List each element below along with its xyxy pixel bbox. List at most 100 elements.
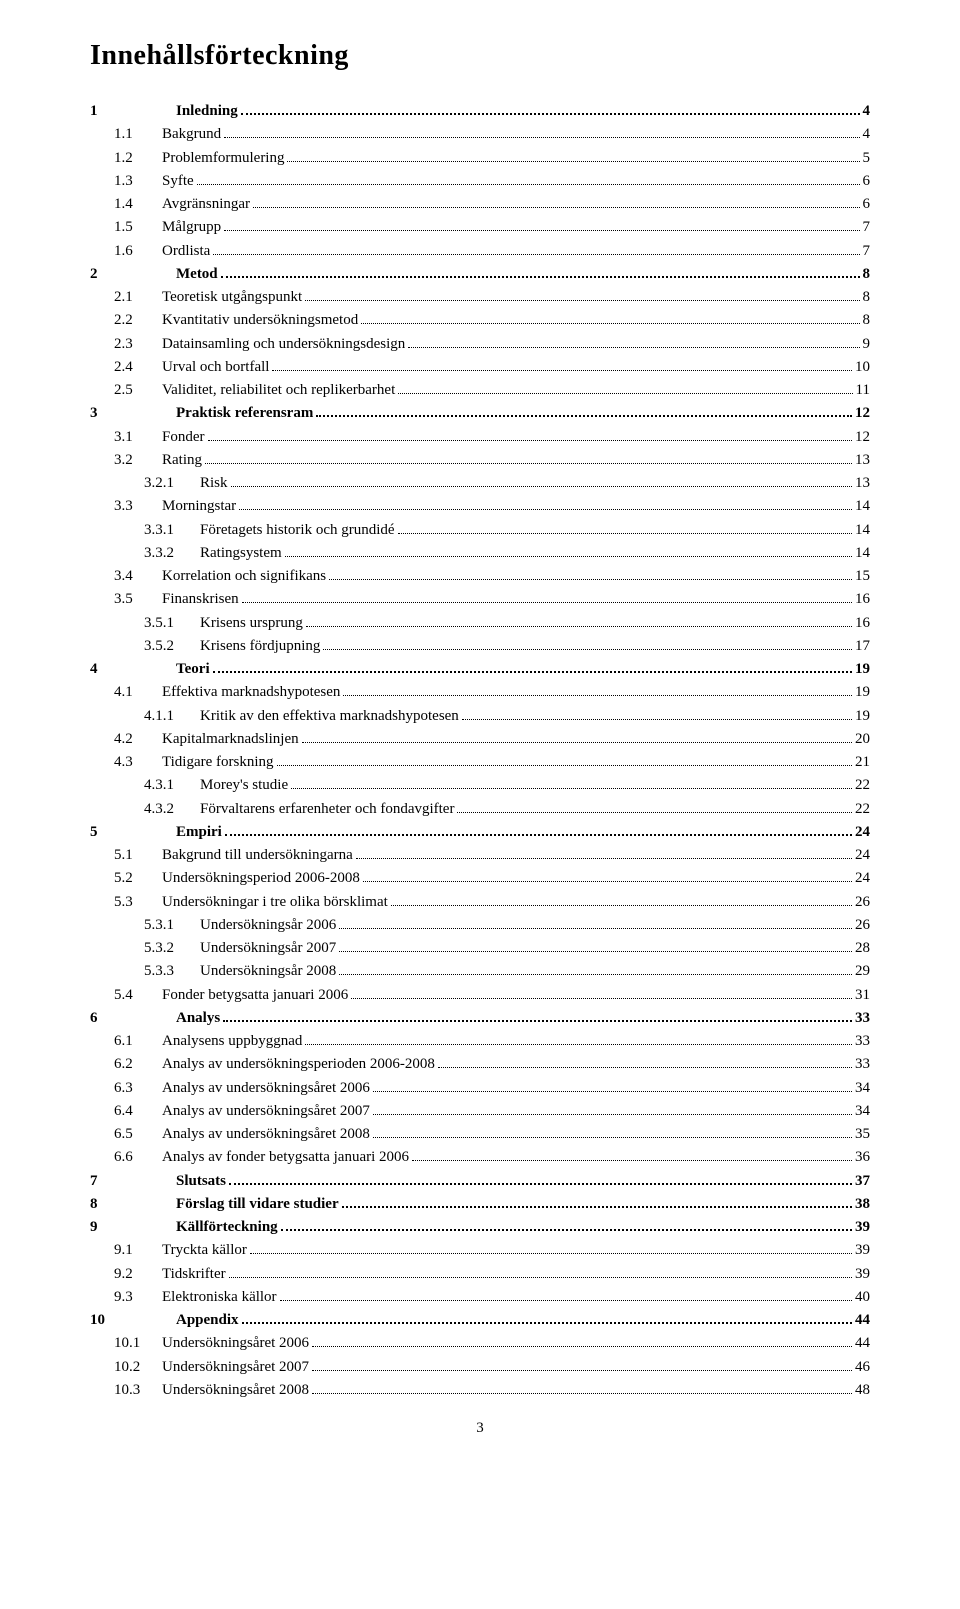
toc-entry-label: 1.2Problemformulering [114, 147, 284, 170]
toc-entry-page: 4 [863, 100, 871, 123]
toc-entry-number: 1.6 [114, 240, 162, 263]
toc-entry-label: 3.2.1Risk [144, 472, 228, 495]
toc-entry-page: 29 [855, 960, 870, 983]
toc-entry-label: 5.4Fonder betygsatta januari 2006 [114, 984, 348, 1007]
toc-entry-label: 3.1Fonder [114, 426, 205, 449]
toc-entry-text: Förvaltarens erfarenheter och fondavgift… [200, 801, 454, 817]
toc-entry-text: Undersökningsåret 2006 [162, 1335, 309, 1351]
toc-entry-label: 6.2Analys av undersökningsperioden 2006-… [114, 1053, 435, 1076]
toc-entry: 5.2Undersökningsperiod 2006-200824 [90, 867, 870, 890]
toc-entry-label: 2.4Urval och bortfall [114, 356, 269, 379]
toc-entry-label: 4.3.2Förvaltarens erfarenheter och fonda… [144, 798, 454, 821]
toc-entry-number: 2.3 [114, 333, 162, 356]
toc-entry-label: 1Inledning [90, 100, 238, 123]
toc-entry-page: 19 [855, 658, 870, 681]
toc-entry: 4.1Effektiva marknadshypotesen19 [90, 681, 870, 704]
toc-leader-dots [373, 1137, 852, 1138]
toc-leader-dots [339, 974, 852, 975]
toc-entry-label: 5.3.3Undersökningsår 2008 [144, 960, 336, 983]
toc-entry-page: 6 [863, 193, 871, 216]
toc-leader-dots [356, 858, 852, 859]
toc-entry-text: Teoretisk utgångspunkt [162, 289, 302, 305]
toc-entry-text: Analys av fonder betygsatta januari 2006 [162, 1149, 409, 1165]
toc-entry-page: 8 [863, 263, 871, 286]
toc-entry-number: 1.5 [114, 216, 162, 239]
toc-entry: 1.1Bakgrund4 [90, 123, 870, 146]
toc-leader-dots [213, 254, 859, 255]
toc-entry-number: 5.3.3 [144, 960, 200, 983]
toc-entry-label: 5.3Undersökningar i tre olika börsklimat [114, 891, 388, 914]
toc-entry-number: 1.3 [114, 170, 162, 193]
toc-entry-text: Tidskrifter [162, 1266, 226, 1282]
toc-entry-page: 40 [855, 1286, 870, 1309]
toc-title: Innehållsförteckning [90, 40, 870, 72]
toc-list: 1Inledning41.1Bakgrund41.2Problemformule… [90, 100, 870, 1402]
toc-entry: 3.4Korrelation och signifikans15 [90, 565, 870, 588]
toc-entry-label: 3.3.1Företagets historik och grundidé [144, 519, 395, 542]
toc-leader-dots [272, 370, 852, 371]
toc-entry-number: 4.3 [114, 751, 162, 774]
toc-leader-dots [398, 393, 852, 394]
toc-entry-text: Rating [162, 452, 202, 468]
toc-entry-text: Ratingsystem [200, 545, 282, 561]
toc-entry-text: Metod [176, 266, 218, 282]
toc-entry-number: 2.2 [114, 309, 162, 332]
toc-entry-label: 5.3.2Undersökningsår 2007 [144, 937, 336, 960]
toc-entry-page: 7 [863, 216, 871, 239]
toc-entry-page: 33 [855, 1007, 870, 1030]
toc-leader-dots [339, 928, 852, 929]
toc-entry-number: 10.1 [114, 1332, 162, 1355]
toc-entry: 5Empiri24 [90, 821, 870, 844]
toc-leader-dots [229, 1277, 852, 1278]
toc-leader-dots [221, 276, 860, 278]
toc-entry-text: Teori [176, 661, 210, 677]
toc-leader-dots [373, 1114, 852, 1115]
toc-entry-text: Undersökningsåret 2007 [162, 1359, 309, 1375]
toc-entry-text: Avgränsningar [162, 196, 250, 212]
toc-leader-dots [224, 230, 859, 231]
toc-entry: 6.1Analysens uppbyggnad33 [90, 1030, 870, 1053]
toc-leader-dots [343, 695, 852, 696]
toc-entry-number: 3 [90, 402, 138, 425]
toc-entry: 4.3.1Morey's studie22 [90, 774, 870, 797]
toc-entry: 3.2.1Risk13 [90, 472, 870, 495]
toc-entry-number: 10 [90, 1309, 138, 1332]
toc-entry-page: 37 [855, 1170, 870, 1193]
toc-entry-text: Undersökningsår 2006 [200, 917, 336, 933]
toc-entry-label: 3.4Korrelation och signifikans [114, 565, 326, 588]
toc-entry-label: 9.3Elektroniska källor [114, 1286, 277, 1309]
toc-leader-dots [197, 184, 860, 185]
toc-entry-page: 4 [863, 123, 871, 146]
toc-entry-text: Undersökningsperiod 2006-2008 [162, 870, 360, 886]
toc-entry-label: 1.6Ordlista [114, 240, 210, 263]
toc-entry-number: 5.1 [114, 844, 162, 867]
toc-entry-text: Källförteckning [176, 1219, 278, 1235]
toc-entry-number: 4 [90, 658, 138, 681]
toc-leader-dots [438, 1067, 852, 1068]
toc-entry-number: 3.2.1 [144, 472, 200, 495]
toc-entry: 3.1Fonder12 [90, 426, 870, 449]
toc-entry-page: 14 [855, 542, 870, 565]
toc-entry-page: 33 [855, 1030, 870, 1053]
toc-entry-page: 22 [855, 774, 870, 797]
toc-entry-number: 6.2 [114, 1053, 162, 1076]
toc-entry-number: 3.3 [114, 495, 162, 518]
toc-entry: 4.2Kapitalmarknadslinjen20 [90, 728, 870, 751]
toc-entry-text: Validitet, reliabilitet och replikerbarh… [162, 382, 395, 398]
toc-leader-dots [408, 347, 859, 348]
toc-leader-dots [412, 1160, 852, 1161]
toc-entry-label: 3.5.1Krisens ursprung [144, 612, 303, 635]
toc-entry-label: 3.5Finanskrisen [114, 588, 239, 611]
toc-entry-number: 5.3.2 [144, 937, 200, 960]
toc-entry-label: 10.3Undersökningsåret 2008 [114, 1379, 309, 1402]
toc-entry-page: 48 [855, 1379, 870, 1402]
toc-entry: 9.1Tryckta källor39 [90, 1239, 870, 1262]
toc-entry: 3.2Rating13 [90, 449, 870, 472]
toc-entry-number: 6.6 [114, 1146, 162, 1169]
toc-entry-number: 5.4 [114, 984, 162, 1007]
toc-entry-number: 9.1 [114, 1239, 162, 1262]
toc-entry: 3.5.1Krisens ursprung16 [90, 612, 870, 635]
toc-entry-text: Datainsamling och undersökningsdesign [162, 336, 405, 352]
toc-entry: 9Källförteckning39 [90, 1216, 870, 1239]
toc-entry-page: 39 [855, 1216, 870, 1239]
